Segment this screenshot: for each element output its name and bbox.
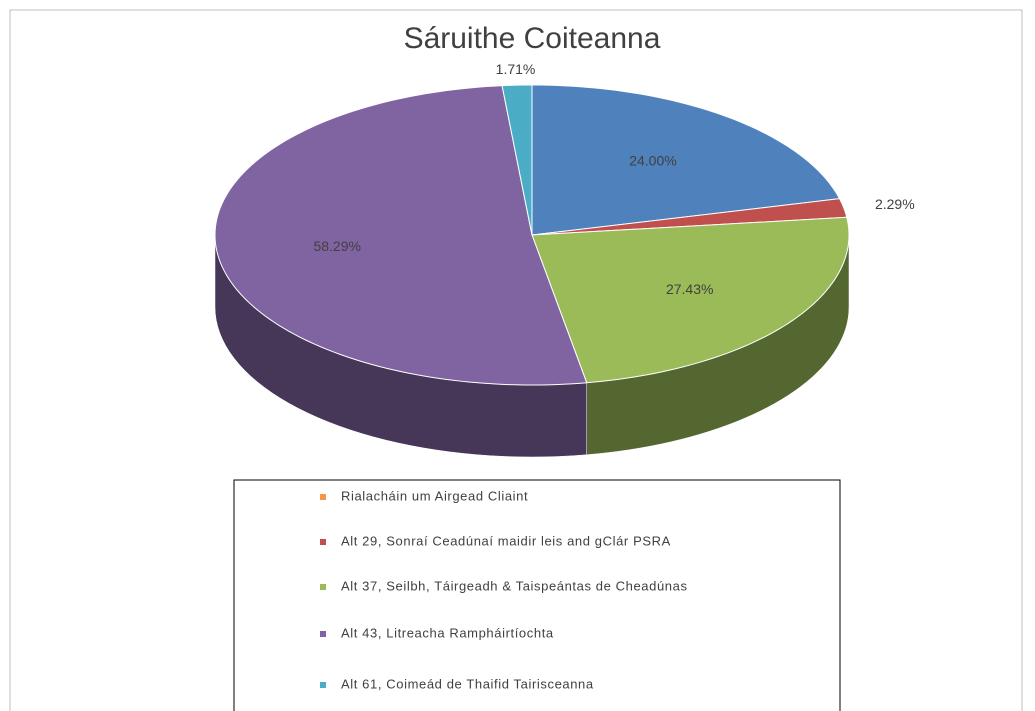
pie-slice xyxy=(214,85,588,386)
data-label: 2.29% xyxy=(875,196,915,212)
legend-marker xyxy=(320,631,326,637)
pie-slice xyxy=(531,216,850,384)
pie-slice xyxy=(531,198,848,236)
legend-label: Alt 29, Sonraí Ceadúnaí maidir leis and … xyxy=(341,533,671,548)
legend-marker xyxy=(320,494,326,500)
legend-marker xyxy=(320,584,326,590)
legend-label: Alt 43, Litreacha Rampháirtíochta xyxy=(341,625,554,640)
data-label: 1.71% xyxy=(496,61,536,77)
data-label: 58.29% xyxy=(313,238,360,254)
data-label: 24.00% xyxy=(629,152,676,168)
pie-slice xyxy=(501,84,533,236)
legend-label: Rialacháin um Airgead Cliaint xyxy=(341,488,528,503)
legend-label: Alt 37, Seilbh, Táirgeadh & Taispeántas … xyxy=(341,578,688,593)
pie-tops xyxy=(214,84,850,386)
pie-slice xyxy=(531,84,841,236)
legend-marker xyxy=(320,682,326,688)
data-label: 27.43% xyxy=(666,281,713,297)
legend-box xyxy=(233,479,841,711)
legend-marker xyxy=(320,539,326,545)
chart-title: Sáruithe Coiteanna xyxy=(404,22,661,55)
legend-label: Alt 61, Coimeád de Thaifid Tairisceanna xyxy=(341,676,594,691)
